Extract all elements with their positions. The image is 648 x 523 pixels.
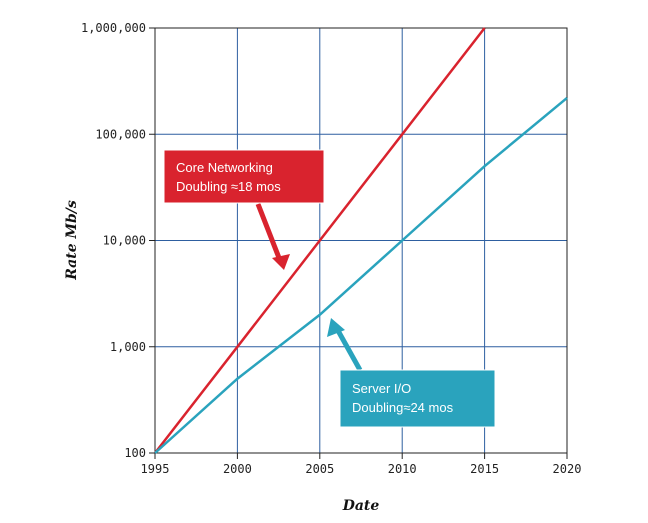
x-tick-label: 2015 bbox=[470, 462, 499, 476]
callout-server-io-line2: Doubling≈24 mos bbox=[352, 400, 454, 415]
y-tick-labels: 100 1,000 10,000 100,000 1,000,000 bbox=[81, 21, 155, 460]
y-tick-label: 1,000 bbox=[110, 340, 146, 354]
callout-core-networking-line2: Doubling ≈18 mos bbox=[176, 179, 281, 194]
x-tick-label: 2000 bbox=[223, 462, 252, 476]
callout-server-io-arrow bbox=[333, 325, 363, 372]
x-tick-label: 2010 bbox=[388, 462, 417, 476]
x-tick-label: 2020 bbox=[553, 462, 582, 476]
series-line-1 bbox=[154, 27, 486, 454]
x-axis-title: Date bbox=[342, 498, 380, 514]
callout-core-networking-box bbox=[163, 149, 325, 204]
x-tick-label: 1995 bbox=[141, 462, 170, 476]
x-tick-label: 2005 bbox=[305, 462, 334, 476]
callout-core-networking-line1: Core Networking bbox=[176, 160, 273, 175]
callout-core-networking-arrowhead bbox=[272, 254, 290, 270]
callout-server-io: Server I/O Doubling≈24 mos bbox=[327, 318, 496, 428]
y-tick-label: 100 bbox=[124, 446, 146, 460]
series-lines bbox=[154, 27, 568, 454]
callout-core-networking-arrow bbox=[255, 203, 284, 264]
callout-server-io-line1: Server I/O bbox=[352, 381, 411, 396]
series-line-2 bbox=[154, 96, 568, 454]
callout-server-io-box bbox=[339, 369, 496, 428]
y-tick-label: 10,000 bbox=[103, 234, 146, 248]
y-axis-title: Rate Mb/s bbox=[64, 200, 80, 281]
y-tick-label: 1,000,000 bbox=[81, 21, 146, 35]
callout-server-io-arrowhead bbox=[327, 318, 345, 337]
callout-core-networking: Core Networking Doubling ≈18 mos bbox=[163, 149, 325, 270]
y-tick-label: 100,000 bbox=[95, 127, 146, 141]
x-tick-labels: 1995 2000 2005 2010 2015 2020 bbox=[141, 453, 582, 476]
